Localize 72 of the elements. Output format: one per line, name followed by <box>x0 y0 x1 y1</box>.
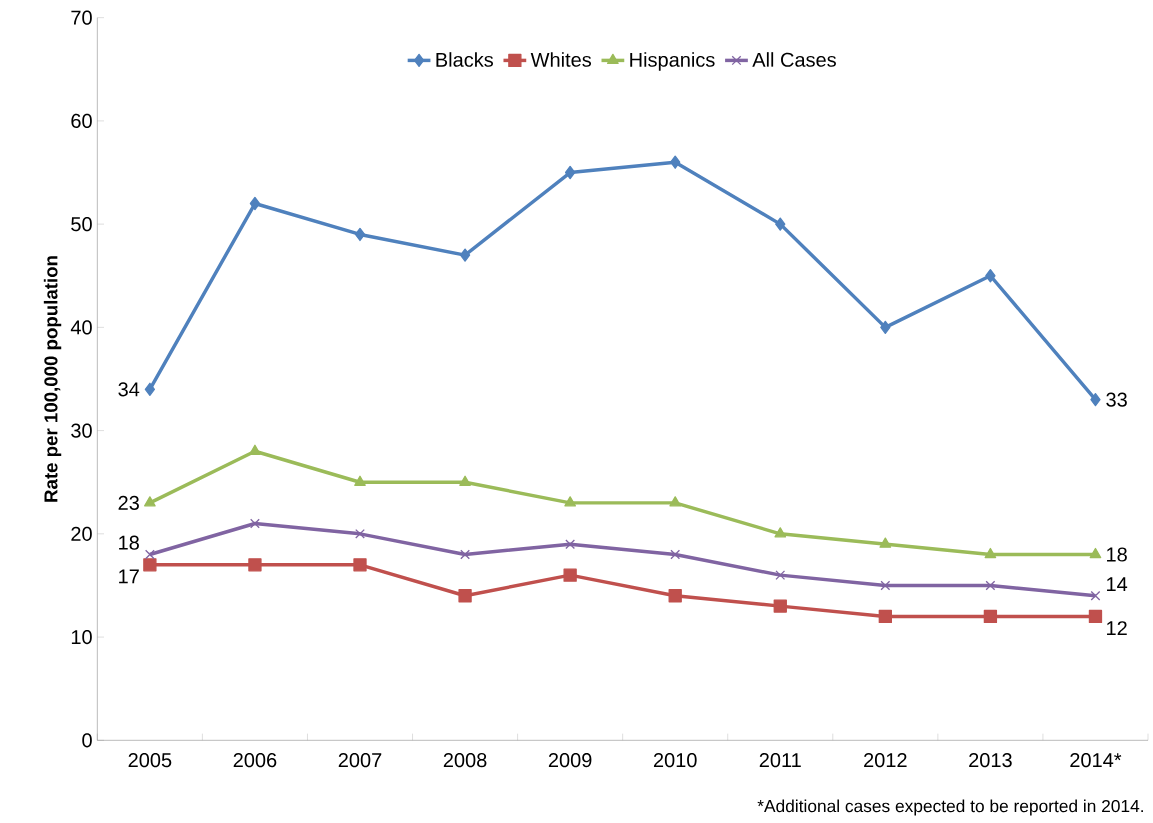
annotation: 18 <box>119 535 139 550</box>
point <box>983 609 998 624</box>
y-tick-label: 40 <box>70 320 92 335</box>
y-tick-label: 10 <box>71 630 92 645</box>
point <box>249 196 261 211</box>
annotation: 34 <box>118 382 140 397</box>
point <box>668 589 682 603</box>
legend-label: Blacks <box>436 52 493 67</box>
point <box>1090 590 1101 601</box>
x-tick-label: 2007 <box>338 753 382 768</box>
legend-label: Hispanics <box>630 52 715 71</box>
point <box>249 444 261 455</box>
y-axis-title: Rate per 100,000 population <box>43 256 62 502</box>
x-tick-label: 2011 <box>759 753 801 768</box>
x-tick-label: 2010 <box>653 753 697 768</box>
point <box>775 570 786 581</box>
x-tick-label: 2012 <box>864 753 907 768</box>
x-tick-label: 2008 <box>443 753 487 768</box>
y-tick-label: 60 <box>71 113 92 128</box>
y-tick-label: 50 <box>71 217 92 232</box>
point <box>458 589 472 603</box>
point <box>355 528 365 539</box>
x-tick-label: 2014* <box>1070 753 1122 768</box>
x-tick-label: 2013 <box>969 753 1012 768</box>
annotation: 12 <box>1107 621 1127 636</box>
point <box>459 248 471 262</box>
point <box>565 539 576 550</box>
point <box>670 155 681 169</box>
point <box>250 518 260 529</box>
point <box>670 549 681 560</box>
point <box>563 568 577 582</box>
legend-label: Whites <box>530 52 592 67</box>
point <box>144 382 156 396</box>
x-tick-label: 2009 <box>548 753 592 768</box>
y-tick-label: 0 <box>82 733 92 748</box>
point <box>1090 392 1101 407</box>
point <box>354 475 366 486</box>
point <box>880 320 891 335</box>
y-tick-label: 70 <box>71 10 92 25</box>
x-tick-label: 2005 <box>128 753 172 768</box>
annotation: 14 <box>1107 577 1128 592</box>
legend-label: All Cases <box>752 52 836 67</box>
point <box>773 599 787 613</box>
y-tick-label: 20 <box>71 526 92 541</box>
point <box>879 537 892 548</box>
point <box>144 496 156 507</box>
point <box>1088 609 1103 624</box>
point <box>353 558 367 572</box>
text: *Additional cases expected to be reported in 2014. <box>757 799 1143 816</box>
point <box>984 547 997 559</box>
point <box>564 496 576 507</box>
x-tick-label: 2006 <box>233 753 277 768</box>
point <box>880 580 891 591</box>
point <box>248 558 262 572</box>
annotation: 33 <box>1106 392 1127 407</box>
annotation: 17 <box>119 569 139 584</box>
point <box>878 609 893 624</box>
y-tick-label: 30 <box>71 423 92 438</box>
point <box>460 549 470 560</box>
annotation: 18 <box>1107 547 1127 562</box>
point <box>774 527 787 538</box>
point <box>144 549 155 560</box>
annotation: 23 <box>118 495 139 510</box>
point <box>354 227 366 242</box>
point <box>1089 547 1102 559</box>
point <box>985 269 996 283</box>
point <box>564 165 576 180</box>
point <box>669 496 682 507</box>
point <box>459 475 471 486</box>
point <box>143 558 157 572</box>
point <box>985 580 996 591</box>
point <box>775 217 786 231</box>
